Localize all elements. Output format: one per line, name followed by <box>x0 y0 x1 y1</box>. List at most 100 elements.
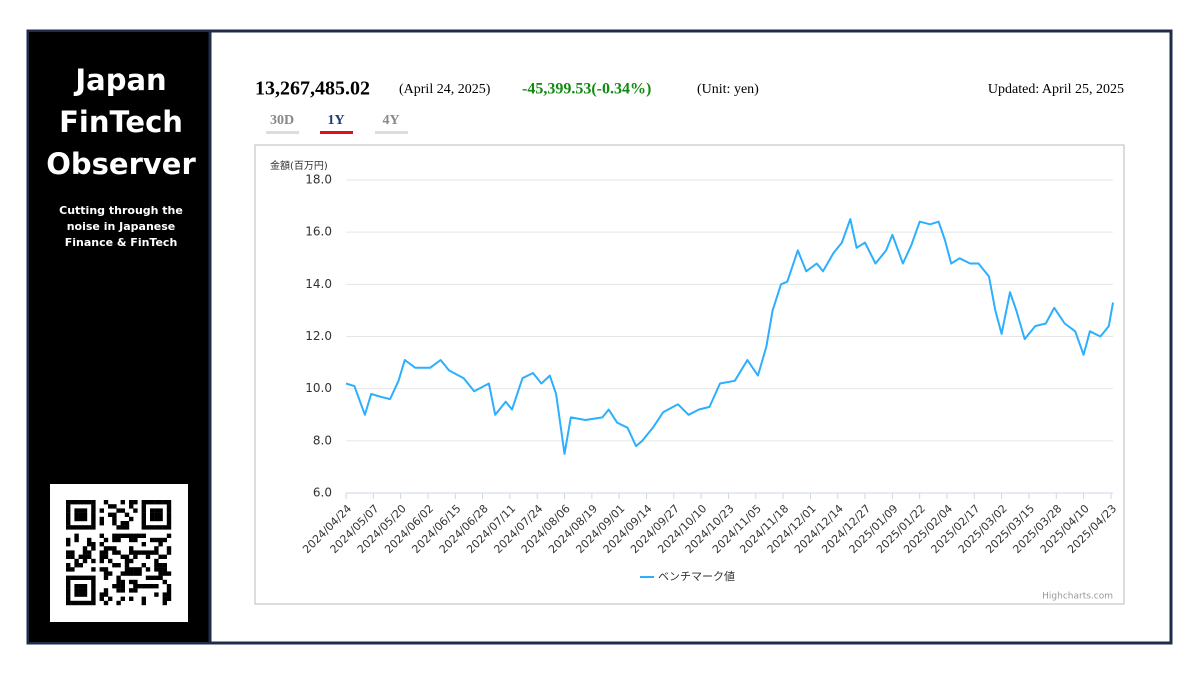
qr-cell <box>78 512 83 517</box>
qr-cell <box>162 563 167 568</box>
qr-cell <box>150 525 155 530</box>
qr-cell <box>120 571 125 576</box>
qr-cell <box>158 563 163 568</box>
qr-cell <box>103 600 109 606</box>
qr-cell <box>103 575 109 580</box>
qr-cell <box>166 584 172 589</box>
qr-cell <box>70 554 75 559</box>
qr-cell <box>91 542 96 547</box>
qr-cell <box>162 592 167 597</box>
qr-cell <box>141 516 146 522</box>
qr-cell <box>158 516 163 522</box>
qr-cell <box>78 575 83 580</box>
qr-cell <box>112 563 117 568</box>
qr-cell <box>141 500 146 505</box>
qr-cell <box>129 579 134 585</box>
qr-cell <box>103 592 109 597</box>
qr-cell <box>66 537 71 543</box>
qr-cell <box>154 500 159 505</box>
qr-cell <box>141 584 146 589</box>
line <box>345 218 1114 455</box>
qr-cell <box>91 508 96 513</box>
qr-cell <box>99 596 104 601</box>
qr-cell <box>66 521 71 526</box>
qr-cell <box>82 546 88 551</box>
qr-cell <box>154 558 159 564</box>
qr-cell <box>66 600 71 606</box>
current-value: 13,267,485.02 <box>255 78 370 100</box>
qr-cell <box>150 584 155 589</box>
qr-cell <box>133 550 138 555</box>
qr-cell <box>141 563 146 568</box>
tagline-line: Finance & FinTech <box>65 236 178 249</box>
qr-cell <box>158 571 163 576</box>
qr-cell <box>87 537 92 543</box>
qr-cell <box>78 516 83 522</box>
qr-cell <box>166 512 172 517</box>
qr-cell <box>82 558 88 564</box>
qr-cell <box>150 516 155 522</box>
qr-cell <box>78 600 83 606</box>
qr-cell <box>129 533 134 538</box>
qr-cell <box>91 525 96 530</box>
tab[interactable]: 30D <box>270 113 294 128</box>
qr-cell <box>137 571 142 576</box>
qr-cell <box>74 512 79 517</box>
qr-cell <box>108 512 113 517</box>
qr-cell <box>120 508 125 513</box>
qr-cell <box>154 508 159 513</box>
qr-cell <box>166 596 172 601</box>
qr-cell <box>66 584 71 589</box>
qr-cell <box>141 504 146 509</box>
y-tick-label: 6.0 <box>313 486 332 500</box>
value-date: (April 24, 2025) <box>399 82 491 97</box>
qr-cell <box>162 554 167 559</box>
qr-cell <box>103 567 109 572</box>
qr-cell <box>124 563 130 568</box>
qr-cell <box>82 516 88 522</box>
qr-cell <box>78 563 83 568</box>
qr-cell <box>82 508 88 513</box>
qr-cell <box>91 592 96 597</box>
qr-cell <box>129 516 134 522</box>
qr-cell <box>112 504 117 509</box>
qr-cell <box>74 533 79 538</box>
qr-cell <box>87 600 92 606</box>
qr-cell <box>154 537 159 543</box>
qr-cell <box>120 579 125 585</box>
qr-cell <box>91 516 96 522</box>
qr-cell <box>158 554 163 559</box>
qr-cell <box>166 504 172 509</box>
qr-cell <box>162 579 167 585</box>
y-tick-label: 18.0 <box>305 173 332 187</box>
qr-cell <box>116 600 121 606</box>
qr-cell <box>154 563 159 568</box>
qr-cell <box>87 550 92 555</box>
qr-cell <box>154 516 159 522</box>
qr-cell <box>150 512 155 517</box>
qr-pattern <box>66 500 172 606</box>
qr-cell <box>99 521 104 526</box>
tab-underline <box>320 131 353 134</box>
qr-cell <box>112 546 117 551</box>
qr-cell <box>116 584 121 589</box>
qr-cell <box>154 567 159 572</box>
qr-cell <box>141 596 146 601</box>
tab[interactable]: 4Y <box>382 113 399 128</box>
qr-cell <box>66 596 71 601</box>
qr-cell <box>112 521 117 526</box>
qr-cell <box>112 584 117 589</box>
qr-cell <box>154 592 159 597</box>
qr-cell <box>133 588 138 593</box>
qr-cell <box>70 600 75 606</box>
qr-cell <box>112 537 117 543</box>
qr-cell <box>133 500 138 505</box>
qr-cell <box>91 600 96 606</box>
qr-cell <box>124 533 130 538</box>
qr-cell <box>70 567 75 572</box>
tab-underline <box>266 131 299 134</box>
title-line: Observer <box>46 147 196 181</box>
qr-cell <box>154 512 159 517</box>
qr-cell <box>162 500 167 505</box>
tab[interactable]: 1Y <box>327 113 344 128</box>
